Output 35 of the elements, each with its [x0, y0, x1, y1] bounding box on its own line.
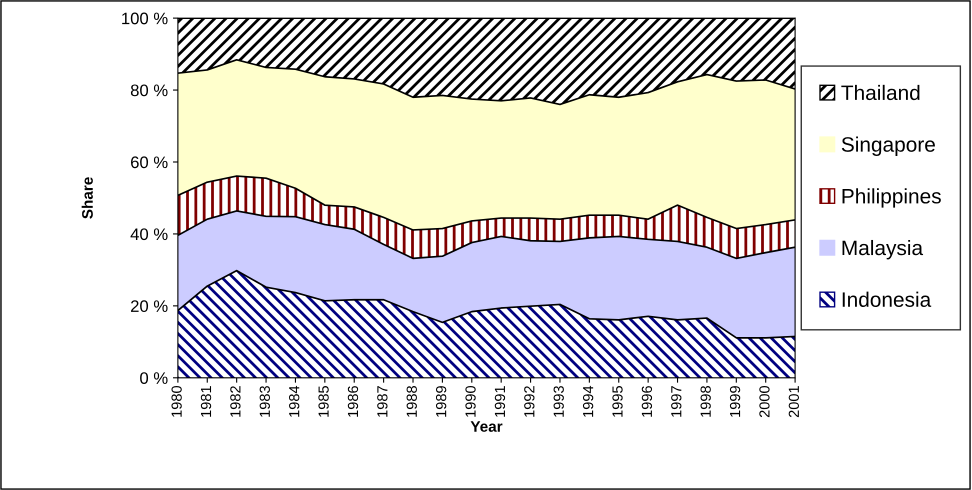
y-tick-label: 100 % [122, 12, 168, 24]
legend-label: Singapore [842, 136, 935, 156]
x-tick-label: 1986 [348, 386, 358, 417]
x-tick-label: 1988 [406, 386, 417, 417]
x-tick-label: 1981 [200, 386, 212, 417]
x-tick-label: 1994 [582, 386, 594, 417]
x-tick-label: 1980 [171, 386, 182, 417]
x-tick-label: 2000 [759, 386, 770, 418]
x-tick-label: 1997 [671, 386, 682, 417]
x-tick-label: 1996 [642, 386, 652, 417]
y-axis-title: Share [82, 177, 93, 219]
x-tick-label: 2001 [788, 386, 800, 418]
legend-label: Malaysia [842, 240, 924, 260]
x-tick-label: 1984 [289, 386, 300, 417]
x-tick-label: 1989 [436, 386, 446, 417]
x-tick-label: 1983 [260, 386, 270, 417]
x-tick-label: 1993 [554, 386, 564, 417]
x-tick-label: 1985 [318, 386, 329, 417]
y-tick-label: 80 % [130, 84, 168, 96]
x-tick-label: 1998 [700, 386, 711, 417]
x-tick-label: 1992 [524, 386, 534, 417]
legend-label: Indonesia [842, 292, 932, 307]
x-tick-label: 1982 [230, 386, 241, 417]
y-tick-label: 0 % [140, 372, 168, 384]
x-tick-label: 1991 [494, 386, 506, 417]
legend-label: Thailand [841, 84, 920, 100]
x-tick-label: 1995 [612, 386, 623, 417]
y-tick-label: 20 % [131, 300, 168, 312]
x-tick-label: 1987 [377, 386, 388, 417]
x-tick-label: 1990 [465, 386, 476, 417]
x-tick-label: 1999 [730, 386, 740, 417]
y-tick-label: 60 % [131, 156, 168, 168]
legend-label: Philippines [842, 188, 941, 208]
y-tick-label: 40 % [130, 228, 168, 240]
x-axis-title: Year [470, 421, 502, 432]
